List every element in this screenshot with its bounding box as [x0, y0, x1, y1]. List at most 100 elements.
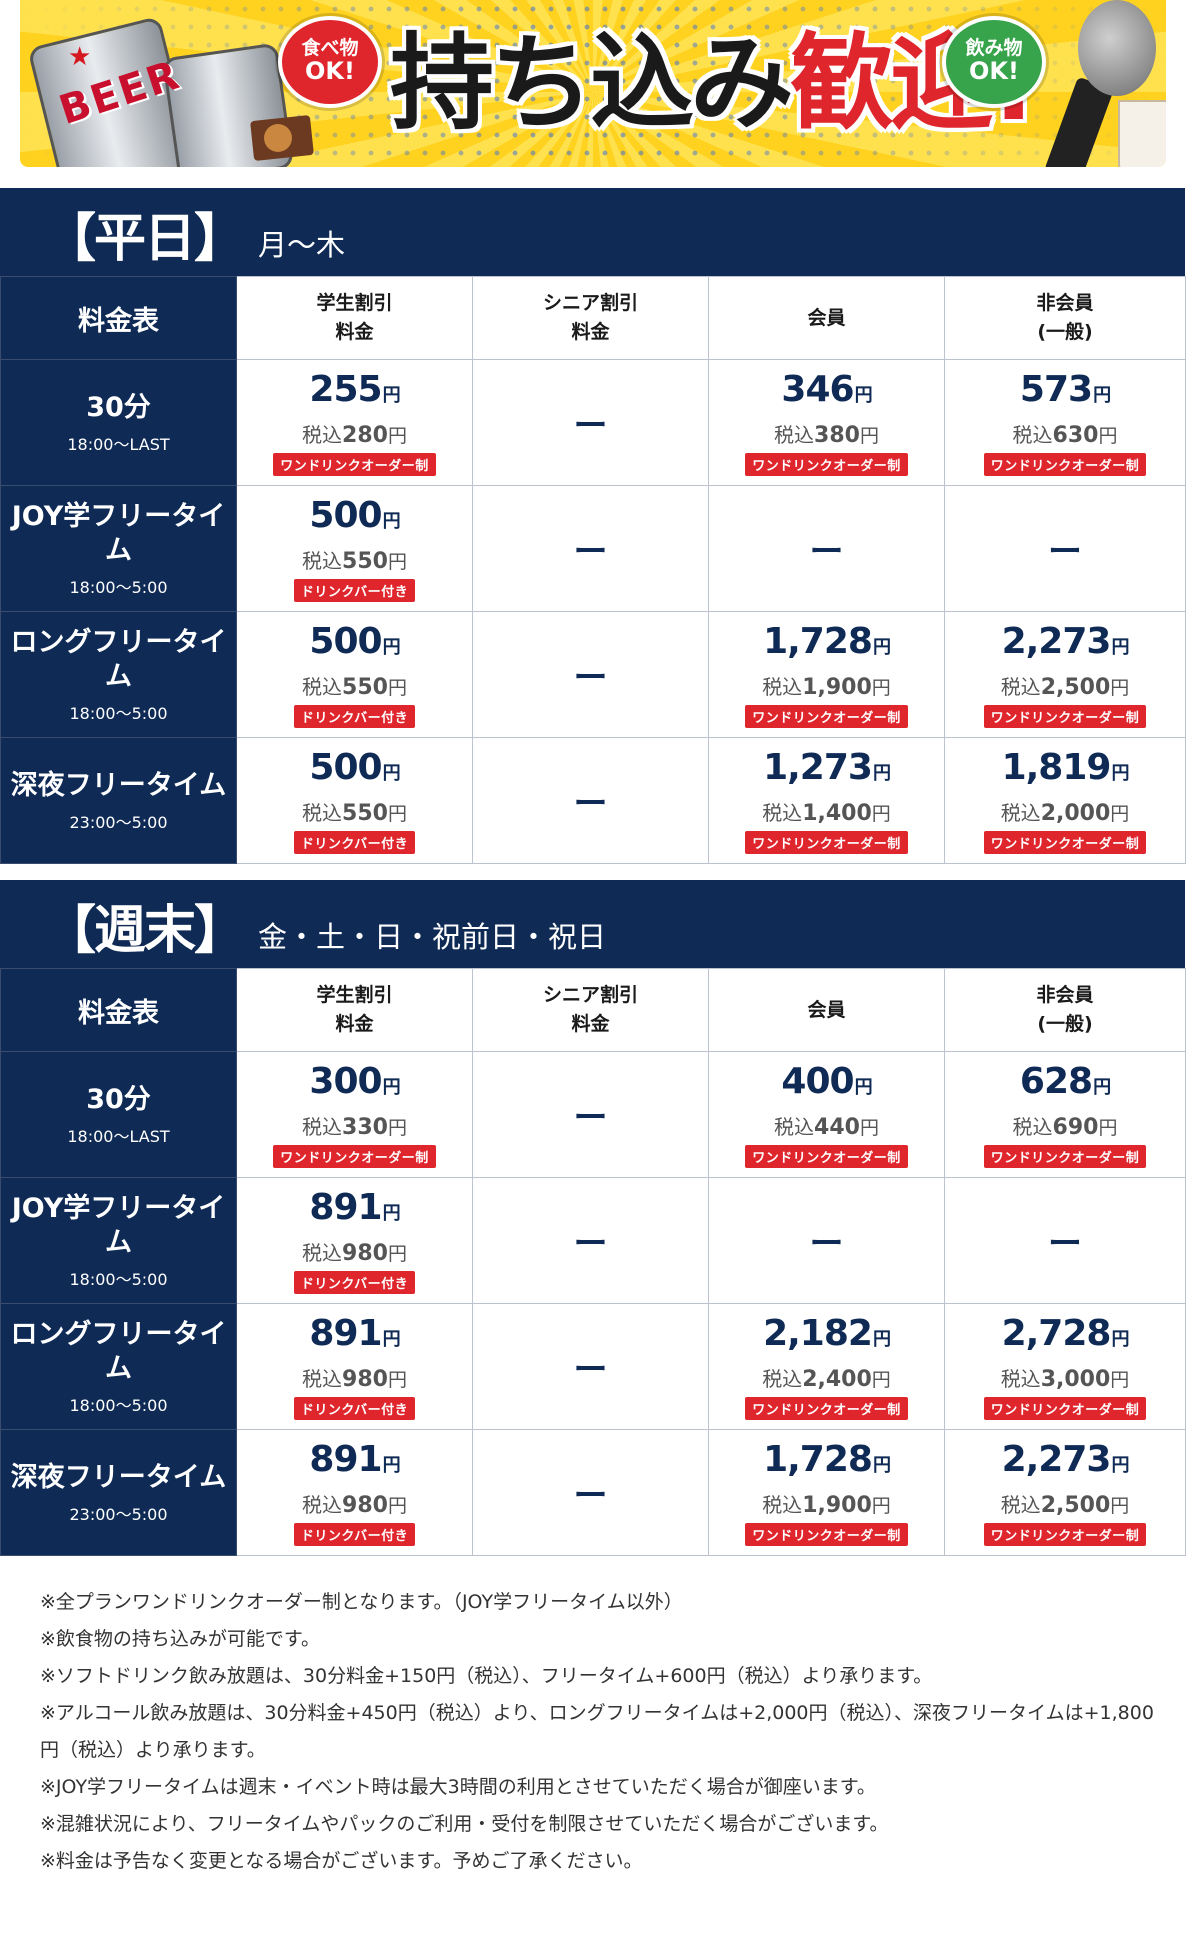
price-cell-nonmember: 1,819円 税込2,000円 ワンドリンクオーダー制	[944, 737, 1186, 864]
price-number: 255	[309, 368, 382, 410]
not-available-dash: ー	[1048, 532, 1082, 572]
plan-cell: 深夜フリータイム 23:00〜5:00	[0, 737, 237, 864]
tax-included-price: 税込330円	[237, 1111, 472, 1140]
price-value: 891円	[237, 1438, 472, 1486]
price-number: 628	[1019, 1060, 1093, 1102]
note-line: ※混雑状況により、フリータイムやパックのご利用・受付を制限させていただく場合がご…	[40, 1813, 889, 1835]
plan-cell: ロングフリータイム 18:00〜5:00	[0, 1303, 237, 1430]
tax-value: 980	[342, 1240, 388, 1266]
price-number: 1,819	[1001, 746, 1112, 788]
yen-unit: 円	[387, 1242, 407, 1265]
plan-time: 18:00〜LAST	[67, 1126, 170, 1146]
plan-time: 18:00〜5:00	[69, 577, 168, 597]
tax-included-price: 税込550円	[237, 545, 472, 574]
tax-value: 2,500	[1040, 674, 1111, 700]
tax-included-price: 税込690円	[945, 1111, 1185, 1140]
column-header-member: 会員	[708, 968, 945, 1052]
price-value: 255円	[237, 368, 472, 416]
plan-condition-badge: ドリンクバー付き	[293, 1396, 416, 1420]
price-number: 500	[309, 620, 382, 662]
tax-included-price: 税込630円	[945, 419, 1185, 448]
price-number: 2,273	[1001, 1438, 1112, 1480]
yen-unit: 円	[1093, 384, 1111, 406]
plan-condition-badge: ワンドリンクオーダー制	[745, 452, 908, 476]
tax-included-price: 税込280円	[237, 419, 472, 448]
column-header-line: 料金	[335, 321, 374, 343]
price-cell-member: 400円 税込440円 ワンドリンクオーダー制	[708, 1051, 945, 1178]
price-cell-student: 891円 税込980円 ドリンクバー付き	[236, 1303, 473, 1430]
table-row: 深夜フリータイム 23:00〜5:00 891円 税込980円 ドリンクバー付きー 1,7…	[0, 1429, 1186, 1556]
price-value: 500円	[237, 747, 472, 794]
not-available-dash: ー	[809, 1224, 844, 1264]
price-cell-student: 500円税込550円ドリンクバー付き	[236, 485, 473, 612]
section-title: 【平日】	[44, 209, 246, 269]
plan-name: 深夜フリータイム	[10, 769, 227, 801]
tax-prefix: 税込	[774, 422, 815, 447]
food-ok-line1: 食べ物	[301, 37, 359, 60]
food-ok-line2: OK!	[305, 57, 355, 86]
yen-unit: 円	[382, 1454, 401, 1476]
tax-value: 1,400	[802, 800, 872, 826]
price-cell-nonmember: ー	[944, 485, 1186, 612]
microphone-icon	[1078, 0, 1156, 96]
tax-value: 550	[342, 674, 388, 700]
tax-value: 1,900	[802, 1492, 872, 1518]
price-number: 891	[309, 1186, 382, 1228]
plan-condition-badge: ドリンクバー付き	[293, 578, 416, 602]
note-line: ※料金は予告なく変更となる場合がございます。予めご了承ください。	[40, 1850, 643, 1872]
plan-condition-badge: ワンドリンクオーダー制	[983, 1396, 1147, 1420]
yen-unit: 円	[1110, 1494, 1130, 1517]
drink-cup-icon	[1118, 100, 1166, 167]
price-cell-senior: ー	[472, 1051, 709, 1178]
column-header-line: (一般)	[1037, 1013, 1093, 1035]
section-days: 金・土・日・祝前日・祝日	[258, 920, 607, 954]
yen-unit: 円	[1110, 676, 1130, 699]
tax-included-price: 税込380円	[709, 419, 944, 448]
yen-unit: 円	[1110, 802, 1130, 825]
yen-unit: 円	[871, 802, 891, 825]
note-line: ※JOY学フリータイムは週末・イベント時は最大3時間の利用とさせていただく場合が…	[40, 1776, 876, 1798]
yen-unit: 円	[1093, 1076, 1111, 1098]
tax-prefix: 税込	[302, 674, 343, 699]
cookie-icon	[264, 124, 292, 152]
price-cell-senior: ー	[472, 737, 709, 864]
plan-condition-badge: ワンドリンクオーダー制	[745, 1144, 908, 1168]
plan-time: 18:00〜5:00	[69, 703, 168, 723]
price-number: 1,273	[763, 746, 873, 788]
drink-ok-bubble: 飲み物 OK!	[942, 16, 1046, 108]
price-number: 500	[309, 494, 382, 536]
tax-value: 690	[1052, 1114, 1099, 1140]
plan-time: 18:00〜LAST	[67, 434, 170, 454]
plan-name: 深夜フリータイム	[10, 1461, 227, 1493]
column-header-line: 料金	[571, 1013, 610, 1035]
tax-value: 330	[342, 1114, 388, 1140]
section-days: 月〜木	[258, 228, 346, 262]
not-available-dash: ー	[809, 532, 844, 572]
price-cell-senior: ー	[472, 485, 709, 612]
tax-prefix: 税込	[302, 1492, 343, 1517]
plan-condition-badge: ワンドリンクオーダー制	[983, 1144, 1147, 1168]
not-available-dash: ー	[573, 1350, 608, 1390]
plan-condition-badge: ドリンクバー付き	[293, 704, 416, 728]
tax-included-price: 税込3,000円	[945, 1363, 1185, 1392]
price-table: 料金表 学生割引 料金 シニア割引 料金 会員 非会員 (一般) 30分 18:00〜LAST 25…	[0, 276, 1186, 864]
price-value: 346円	[709, 369, 944, 416]
price-number: 891	[309, 1438, 382, 1480]
yen-unit: 円	[382, 510, 401, 532]
plan-name: JOY学フリータイム	[11, 500, 226, 566]
tax-value: 280	[342, 422, 388, 448]
tax-value: 630	[1052, 422, 1099, 448]
yen-unit: 円	[1098, 424, 1118, 447]
star-icon: ★	[68, 42, 92, 72]
table-corner-label: 料金表	[0, 276, 237, 360]
yen-unit: 円	[382, 636, 401, 658]
plan-cell: 30分 18:00〜LAST	[0, 359, 237, 486]
plan-condition-badge: ワンドリンクオーダー制	[983, 830, 1147, 854]
yen-unit: 円	[872, 1454, 891, 1476]
price-cell-member: ー	[708, 485, 945, 612]
plan-name: JOY学フリータイム	[11, 1192, 226, 1258]
yen-unit: 円	[871, 1368, 891, 1391]
price-number: 2,273	[1001, 620, 1112, 662]
tax-value: 980	[342, 1492, 388, 1518]
price-value: 891円	[237, 1186, 472, 1234]
